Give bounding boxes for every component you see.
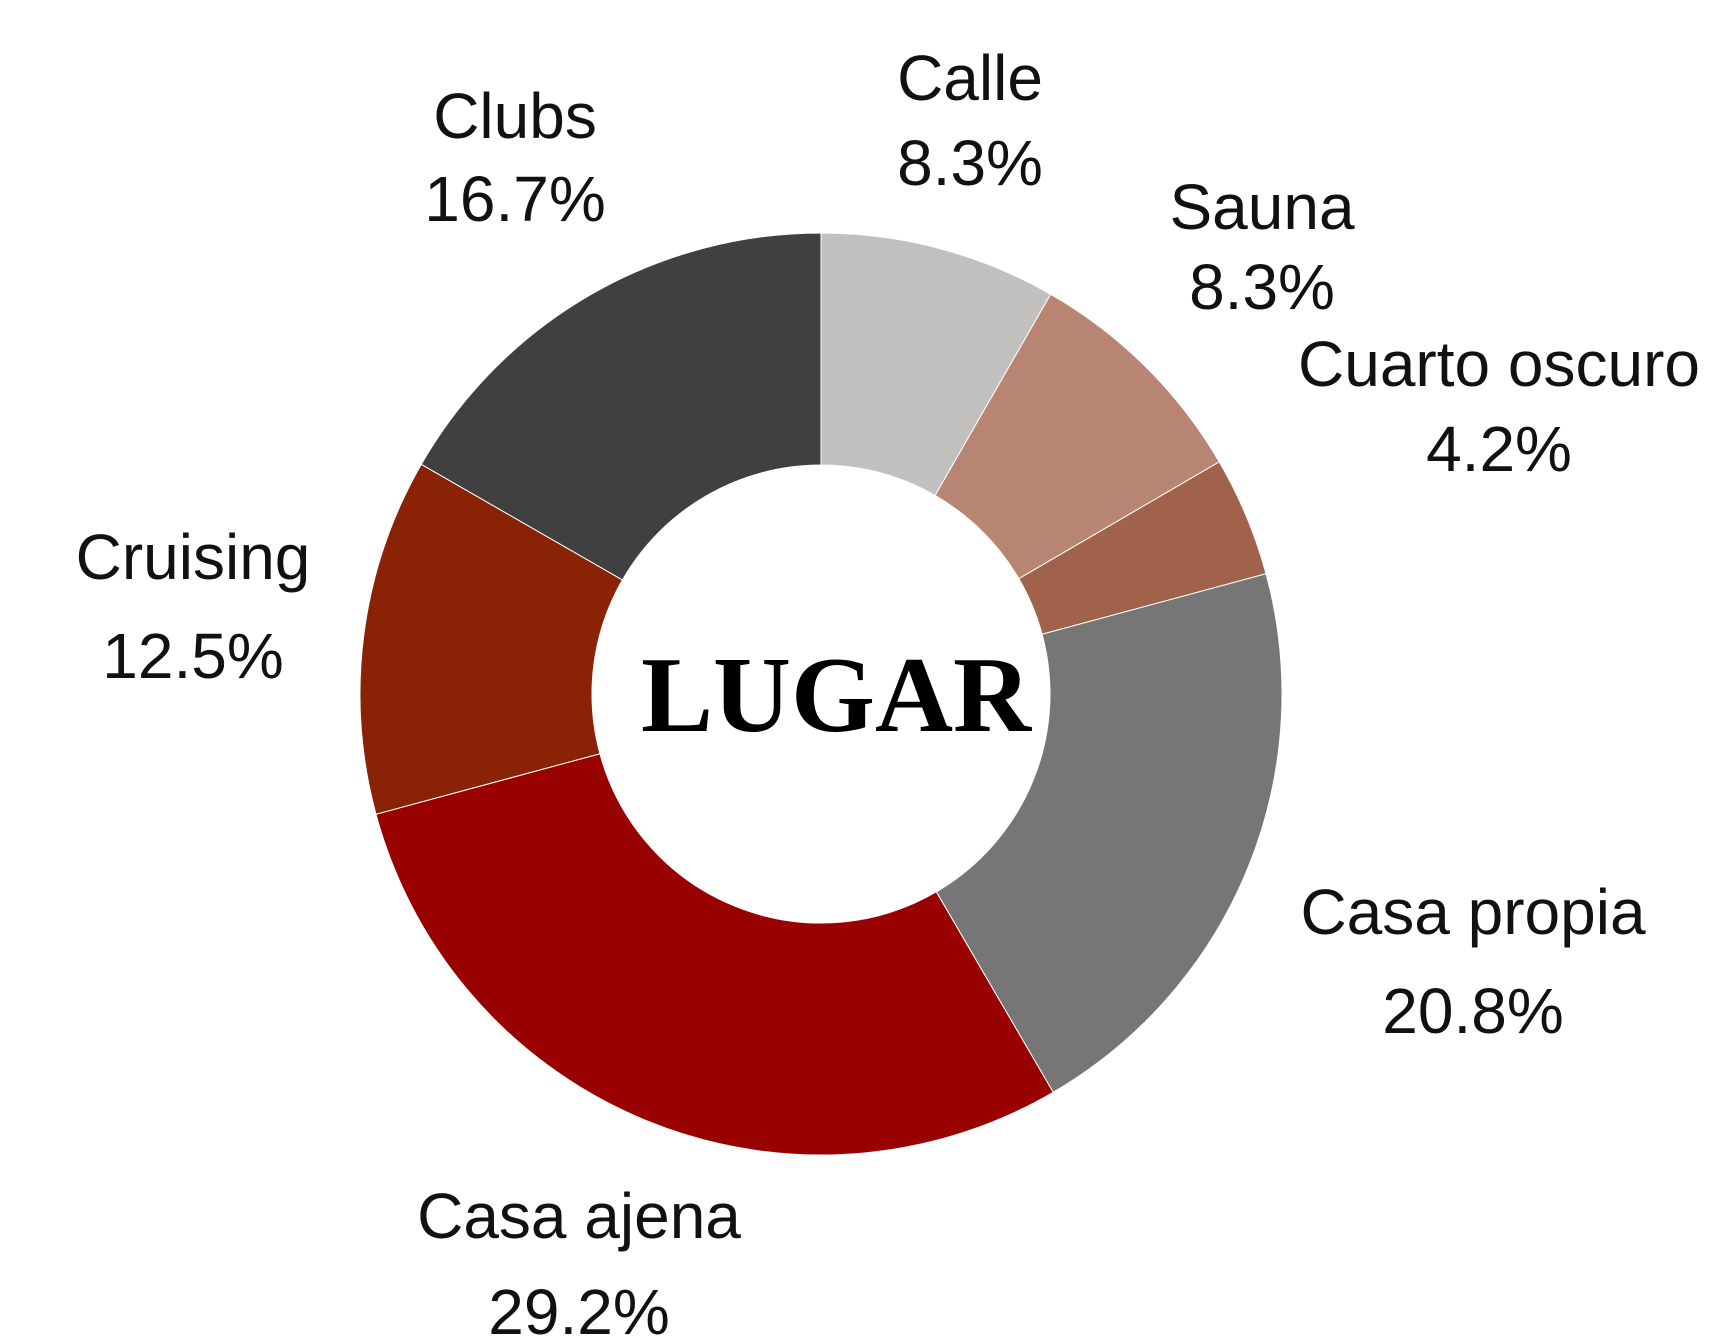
slice [375,753,1054,1156]
slice [359,463,624,815]
slice-value: 20.8% [1382,975,1563,1047]
slice-label: Cuarto oscuro [1298,328,1700,400]
slice [935,573,1283,1093]
slice [420,232,822,581]
center-label: LUGAR [641,636,1032,755]
slice-label: Casa propia [1300,876,1646,948]
slice-value: 8.3% [1189,251,1335,323]
slice-value: 12.5% [102,620,283,692]
slice-value: 29.2% [488,1276,669,1344]
slice-value: 8.3% [897,127,1043,199]
slice-label: Casa ajena [417,1180,741,1252]
slice-value: 16.7% [424,163,605,235]
slice-value: 4.2% [1426,413,1572,485]
slice-label: Sauna [1169,171,1354,243]
slice-label: Clubs [433,80,597,152]
slice-label: Cruising [76,521,311,593]
slice-label: Calle [897,42,1043,114]
